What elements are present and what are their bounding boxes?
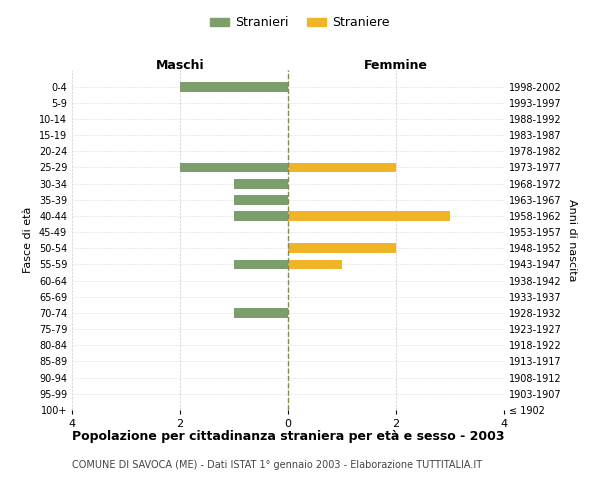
Bar (288, 260, 342, 270)
Y-axis label: Fasce di età: Fasce di età (23, 207, 33, 273)
Bar (180, 82, 288, 92)
Text: COMUNE DI SAVOCA (ME) - Dati ISTAT 1° gennaio 2003 - Elaborazione TUTTITALIA.IT: COMUNE DI SAVOCA (ME) - Dati ISTAT 1° ge… (72, 460, 482, 470)
Bar (234, 179, 288, 188)
Text: Maschi: Maschi (155, 59, 205, 72)
Bar (180, 162, 288, 172)
Bar (234, 211, 288, 221)
Legend: Stranieri, Straniere: Stranieri, Straniere (205, 11, 395, 34)
Bar (288, 244, 396, 253)
Text: Femmine: Femmine (364, 59, 428, 72)
Bar (234, 260, 288, 270)
Bar (234, 308, 288, 318)
Y-axis label: Anni di nascita: Anni di nascita (567, 198, 577, 281)
Bar (288, 162, 396, 172)
Text: Popolazione per cittadinanza straniera per età e sesso - 2003: Popolazione per cittadinanza straniera p… (72, 430, 505, 443)
Bar (288, 211, 450, 221)
Bar (234, 195, 288, 204)
